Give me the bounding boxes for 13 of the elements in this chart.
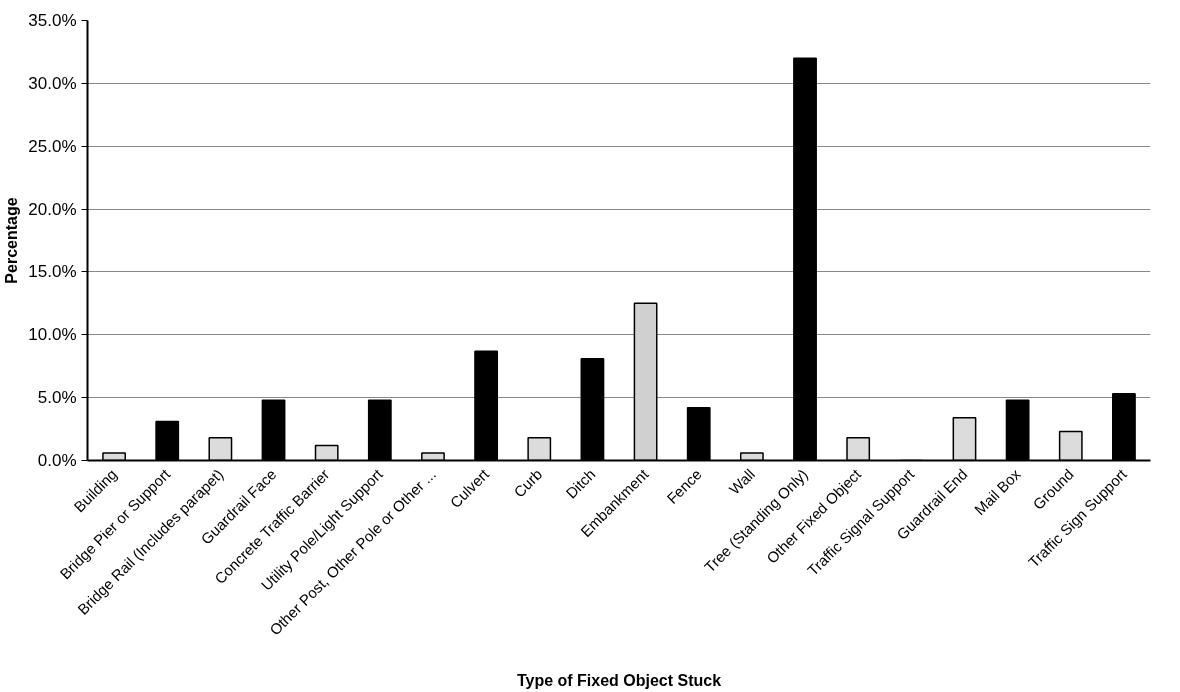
x-tick-label: Mail Box — [970, 465, 1024, 519]
y-tick-label: 25.0% — [28, 136, 77, 156]
x-axis-title: Type of Fixed Object Stuck — [516, 672, 722, 690]
x-tick-label: Wall — [725, 465, 758, 498]
y-tick-label: 0.0% — [37, 451, 77, 470]
y-tick-label: 20.0% — [28, 199, 77, 219]
y-tick-label: 30.0% — [28, 73, 77, 93]
y-tick-label: 35.0% — [28, 11, 77, 30]
y-tick-label: 15.0% — [28, 262, 77, 282]
y-tick-label: 5.0% — [37, 388, 77, 408]
y-axis-title: Percentage — [3, 197, 21, 284]
y-tick-label: 10.0% — [28, 325, 77, 345]
x-tick-label: Curb — [510, 465, 546, 501]
